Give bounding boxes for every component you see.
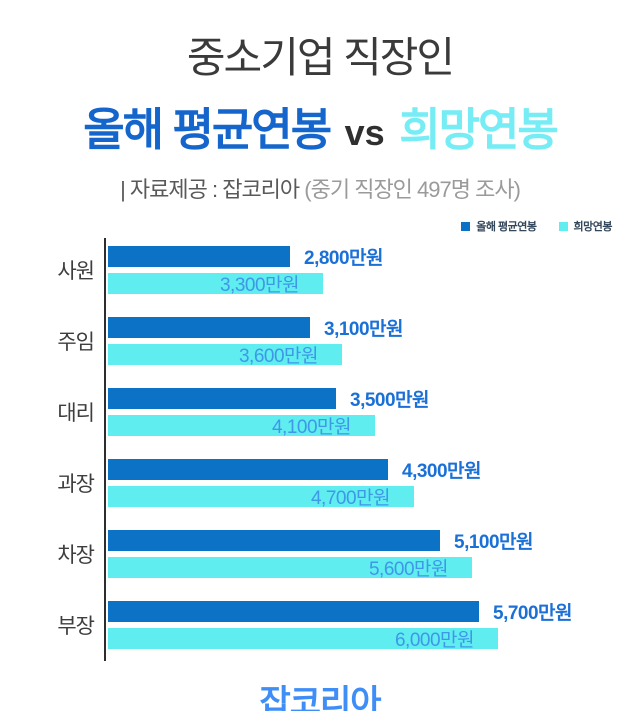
value-label-average: 3,100만원 [324, 319, 404, 340]
bar-row-average: 2,800만원 [108, 246, 640, 269]
bar-pair: 5,700만원 6,000만원 [104, 601, 640, 651]
title-average-salary: 올해 평균연봉 [83, 104, 332, 155]
title-desired-salary: 희망연봉 [399, 104, 559, 155]
bar-average-salary [108, 530, 440, 551]
bar-average-salary [108, 459, 388, 480]
brand-logo: 잡코리아 [259, 684, 381, 711]
page-title: 중소기업 직장인 [186, 34, 455, 81]
footer: 잡코리아 [0, 675, 640, 711]
legend-item: 희망연봉 [558, 218, 613, 234]
bar-row-desired: 6,000만원 [108, 628, 640, 651]
bar-row-desired: 5,600만원 [108, 557, 640, 580]
value-label-average: 5,100만원 [454, 532, 534, 553]
legend-swatch-icon [558, 221, 568, 231]
bar-row-average: 5,700만원 [108, 601, 640, 624]
category-label: 주임 [57, 331, 95, 354]
category-label: 부장 [57, 615, 95, 638]
value-label-desired: 5,600만원 [368, 559, 449, 580]
bar-pair: 3,100만원 3,600만원 [104, 317, 640, 367]
legend-label: 올해 평균연봉 [476, 221, 537, 233]
value-label-desired: 6,000만원 [394, 630, 475, 651]
category-label: 차장 [57, 544, 95, 567]
bar-row-desired: 3,300만원 [108, 273, 640, 296]
chart-group: 주임 3,100만원 3,600만원 [0, 317, 640, 367]
chart-group: 사원 2,800만원 3,300만원 [0, 246, 640, 296]
value-label-average: 3,500만원 [350, 390, 430, 411]
bar-row-average: 3,100만원 [108, 317, 640, 340]
bar-average-salary [108, 601, 479, 622]
bar-row-average: 4,300만원 [108, 459, 640, 482]
y-axis-line [104, 238, 106, 661]
bar-average-salary [108, 388, 336, 409]
bar-row-desired: 3,600만원 [108, 344, 640, 367]
value-label-desired: 3,600만원 [238, 346, 319, 367]
survey-note: (중기 직장인 497명 조사) [304, 177, 521, 202]
value-label-average: 4,300만원 [402, 461, 482, 482]
title-vs: vs [344, 112, 385, 153]
bar-desired-salary: 6,000만원 [108, 628, 498, 651]
bar-desired-salary: 5,600만원 [108, 557, 472, 580]
value-label-desired: 4,100만원 [271, 417, 352, 438]
bar-desired-salary: 4,100만원 [108, 415, 375, 438]
legend: 올해 평균연봉 희망연봉 [0, 218, 640, 234]
value-label-desired: 3,300만원 [219, 275, 300, 296]
bar-pair: 4,300만원 4,700만원 [104, 459, 640, 509]
bar-desired-salary: 4,700만원 [108, 486, 414, 509]
bar-row-desired: 4,700만원 [108, 486, 640, 509]
chart-group: 과장 4,300만원 4,700만원 [0, 459, 640, 509]
category-label: 대리 [57, 402, 95, 425]
page-subtitle-vs: 올해 평균연봉 vs 희망연봉 [0, 93, 640, 158]
bar-row-average: 3,500만원 [108, 388, 640, 411]
chart-group: 차장 5,100만원 5,600만원 [0, 530, 640, 580]
bar-desired-salary: 3,300만원 [108, 273, 323, 296]
bar-pair: 3,500만원 4,100만원 [104, 388, 640, 438]
chart-group: 부장 5,700만원 6,000만원 [0, 601, 640, 651]
bar-desired-salary: 3,600만원 [108, 344, 342, 367]
data-source-line: | 자료제공 : 잡코리아 (중기 직장인 497명 조사) [0, 172, 640, 204]
bar-pair: 2,800만원 3,300만원 [104, 246, 640, 296]
source-text: | 자료제공 : 잡코리아 [120, 177, 305, 202]
bar-row-average: 5,100만원 [108, 530, 640, 553]
legend-item: 올해 평균연봉 [461, 218, 537, 234]
category-label: 과장 [57, 473, 95, 496]
bar-average-salary [108, 317, 310, 338]
header: 중소기업 직장인 올해 평균연봉 vs 희망연봉 | 자료제공 : 잡코리아 (… [0, 0, 640, 204]
bar-row-desired: 4,100만원 [108, 415, 640, 438]
legend-label: 희망연봉 [573, 221, 613, 233]
value-label-average: 5,700만원 [493, 603, 573, 624]
chart-group: 대리 3,500만원 4,100만원 [0, 388, 640, 438]
legend-swatch-icon [461, 221, 471, 231]
value-label-desired: 4,700만원 [310, 488, 391, 509]
bar-average-salary [108, 246, 290, 267]
category-label: 사원 [57, 260, 95, 283]
bar-pair: 5,100만원 5,600만원 [104, 530, 640, 580]
value-label-average: 2,800만원 [304, 248, 384, 269]
